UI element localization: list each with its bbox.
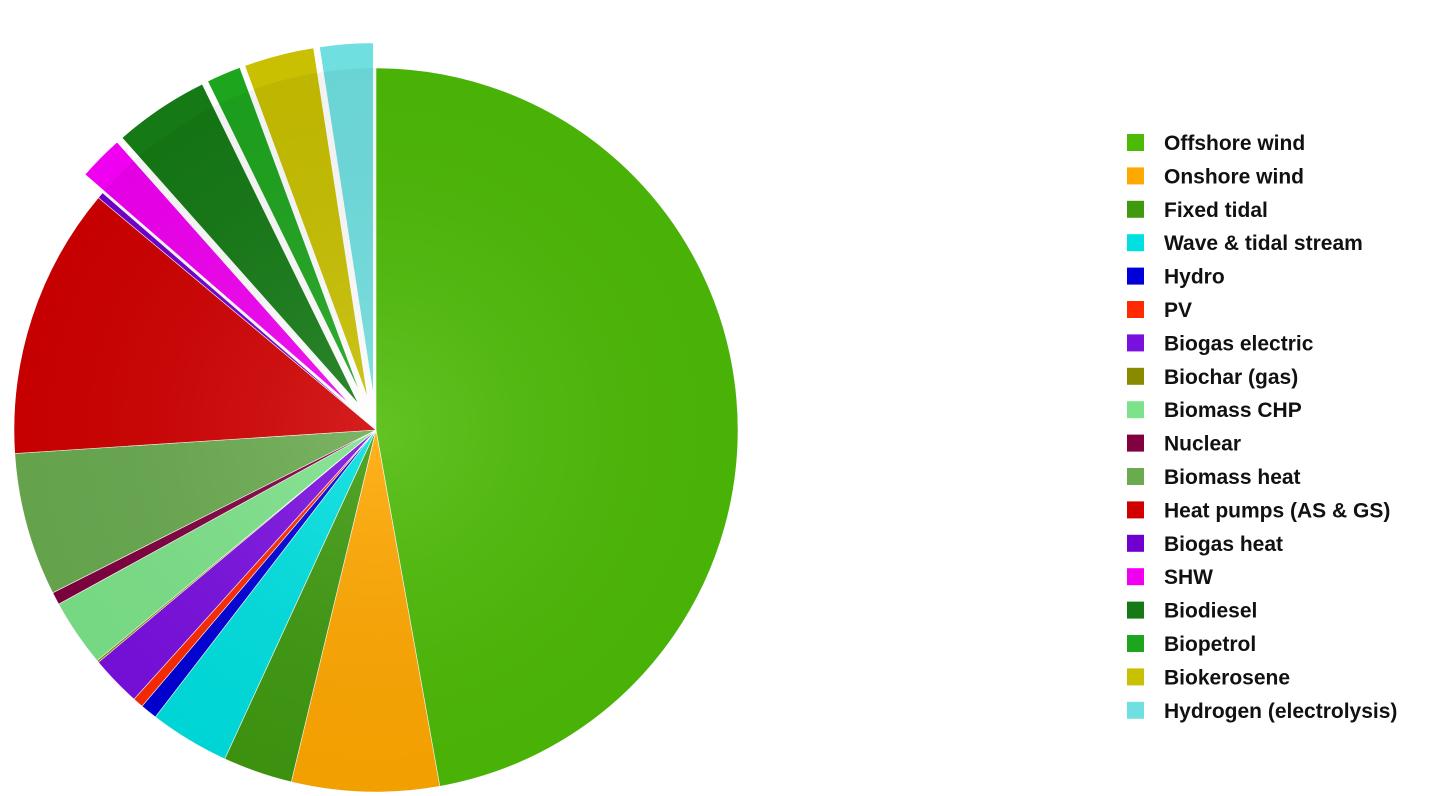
legend-swatch [1127, 134, 1144, 151]
legend-swatch [1127, 234, 1144, 252]
legend-swatch [1127, 468, 1144, 485]
legend-label: Biodiesel [1164, 600, 1257, 623]
legend-item-wave-and-tidal-stream: Wave & tidal stream [1127, 232, 1363, 255]
legend-label: Heat pumps (AS & GS) [1164, 499, 1390, 522]
legend-swatch [1127, 534, 1144, 552]
legend-swatch [1127, 501, 1144, 519]
legend-label: SHW [1164, 566, 1213, 589]
legend-swatch [1127, 701, 1144, 719]
legend-swatch [1127, 167, 1144, 185]
pie-slice-offshore-wind [375, 67, 739, 787]
legend-label: Biopetrol [1164, 633, 1256, 656]
legend-label: Biogas electric [1164, 332, 1314, 355]
legend-item-biochar-gas: Biochar (gas) [1127, 366, 1298, 389]
pie-slices [13, 41, 739, 793]
legend-item-hydrogen-electrolysis: Hydrogen (electrolysis) [1127, 700, 1397, 723]
legend-label: Hydro [1164, 266, 1225, 289]
legend-item-onshore-wind: Onshore wind [1127, 165, 1304, 188]
legend-swatch [1127, 334, 1144, 352]
legend-label: Fixed tidal [1164, 199, 1268, 222]
legend-item-biomass-heat: Biomass heat [1127, 466, 1301, 489]
legend-swatch [1127, 401, 1144, 419]
legend-item-biogas-heat: Biogas heat [1127, 533, 1283, 556]
legend-item-biodiesel: Biodiesel [1127, 600, 1257, 623]
legend: Offshore wind Onshore wind Fixed tidal Wave… [1127, 132, 1397, 723]
legend-swatch [1127, 267, 1144, 285]
legend-swatch [1127, 200, 1144, 218]
legend-label: Biogas heat [1164, 533, 1283, 556]
legend-label: Wave & tidal stream [1164, 232, 1363, 255]
legend-swatch [1127, 601, 1144, 619]
legend-label: Nuclear [1164, 433, 1241, 456]
legend-label: Offshore wind [1164, 132, 1305, 155]
legend-item-offshore-wind: Offshore wind [1127, 132, 1305, 155]
legend-label: Hydrogen (electrolysis) [1164, 700, 1397, 723]
legend-item-shw: SHW [1127, 566, 1213, 589]
legend-swatch [1127, 635, 1144, 652]
legend-item-biomass-chp: Biomass CHP [1127, 399, 1302, 422]
legend-item-pv: PV [1127, 299, 1192, 322]
legend-item-fixed-tidal: Fixed tidal [1127, 199, 1268, 222]
legend-item-biokerosene: Biokerosene [1127, 666, 1290, 689]
legend-item-biogas-electric: Biogas electric [1127, 332, 1314, 355]
legend-label: Biokerosene [1164, 666, 1290, 689]
legend-label: Biomass CHP [1164, 399, 1302, 422]
legend-item-biopetrol: Biopetrol [1127, 633, 1256, 656]
legend-item-nuclear: Nuclear [1127, 433, 1241, 456]
legend-item-hydro: Hydro [1127, 266, 1225, 289]
legend-label: Biomass heat [1164, 466, 1301, 489]
legend-swatch [1127, 301, 1144, 318]
legend-label: PV [1164, 299, 1192, 322]
legend-swatch [1127, 434, 1144, 452]
legend-swatch [1127, 568, 1144, 586]
legend-label: Biochar (gas) [1164, 366, 1298, 389]
legend-label: Onshore wind [1164, 165, 1304, 188]
legend-item-heat-pumps-as-and-gs: Heat pumps (AS & GS) [1127, 499, 1390, 522]
legend-swatch [1127, 367, 1144, 385]
legend-swatch [1127, 668, 1144, 686]
